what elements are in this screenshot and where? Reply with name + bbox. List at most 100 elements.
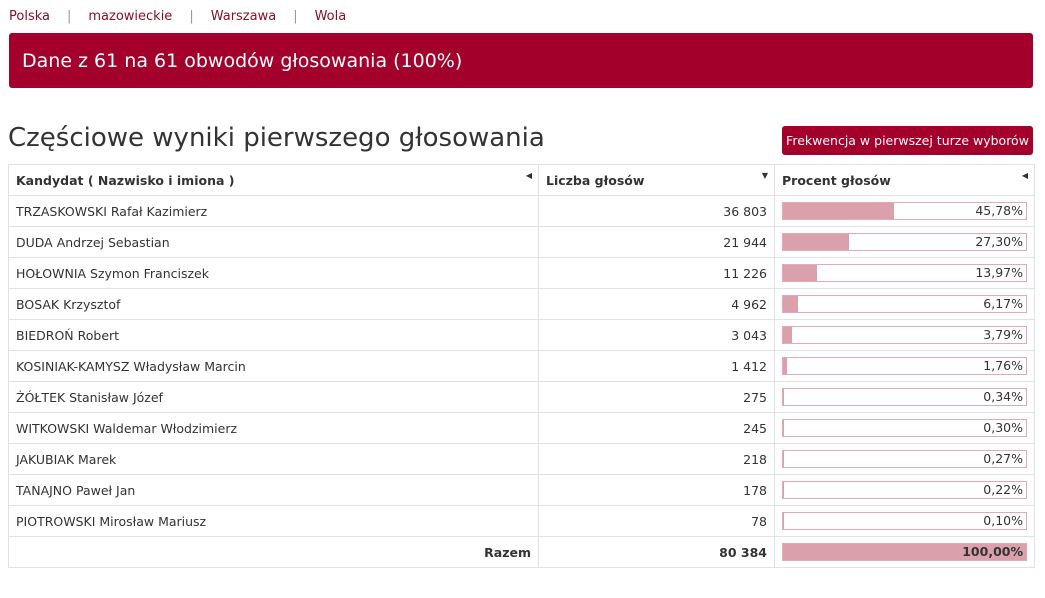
vote-percent: 27,30%: [774, 226, 1035, 258]
percent-bar-fill: [783, 544, 1026, 560]
table-row: TANAJNO Paweł Jan 178 0,22%: [8, 474, 1035, 506]
results-table: Kandydat ( Nazwisko i imiona ) ◀ Liczba …: [8, 164, 1035, 568]
candidate-name: HOŁOWNIA Szymon Franciszek: [8, 257, 539, 289]
percent-bar-fill: [783, 451, 784, 467]
percent-label: 6,17%: [983, 296, 1023, 311]
breadcrumb-separator: |: [189, 9, 194, 24]
breadcrumb: Polska | mazowieckie | Warszawa | Wola: [9, 9, 346, 24]
percent-bar: 27,30%: [782, 233, 1027, 251]
percent-bar: 13,97%: [782, 264, 1027, 282]
candidate-name: PIOTROWSKI Mirosław Mariusz: [8, 505, 539, 537]
percent-bar: 0,34%: [782, 388, 1027, 406]
percent-label: 45,78%: [975, 203, 1023, 218]
candidate-name: TRZASKOWSKI Rafał Kazimierz: [8, 195, 539, 227]
candidate-name: KOSINIAK-KAMYSZ Władysław Marcin: [8, 350, 539, 382]
breadcrumb-item-voivodeship[interactable]: mazowieckie: [88, 9, 173, 24]
table-row: HOŁOWNIA Szymon Franciszek 11 226 13,97%: [8, 257, 1035, 289]
percent-bar: 100,00%: [782, 543, 1027, 561]
table-row: PIOTROWSKI Mirosław Mariusz 78 0,10%: [8, 505, 1035, 537]
vote-percent: 6,17%: [774, 288, 1035, 320]
percent-bar: 0,22%: [782, 481, 1027, 499]
percent-bar: 0,10%: [782, 512, 1027, 530]
vote-count: 78: [538, 505, 775, 537]
vote-percent: 0,34%: [774, 381, 1035, 413]
percent-label: 3,79%: [983, 327, 1023, 342]
vote-count: 218: [538, 443, 775, 475]
vote-percent: 13,97%: [774, 257, 1035, 289]
table-row: JAKUBIAK Marek 218 0,27%: [8, 443, 1035, 475]
table-header-row: Kandydat ( Nazwisko i imiona ) ◀ Liczba …: [8, 164, 1035, 196]
percent-label: 0,10%: [983, 513, 1023, 528]
table-row: KOSINIAK-KAMYSZ Władysław Marcin 1 412 1,7…: [8, 350, 1035, 382]
table-row: DUDA Andrzej Sebastian 21 944 27,30%: [8, 226, 1035, 258]
column-header-percent[interactable]: Procent głosów ◀: [774, 164, 1035, 196]
percent-bar-fill: [783, 420, 784, 436]
vote-count: 36 803: [538, 195, 775, 227]
percent-label: 13,97%: [975, 265, 1023, 280]
vote-count: 1 412: [538, 350, 775, 382]
vote-percent: 0,27%: [774, 443, 1035, 475]
percent-bar: 1,76%: [782, 357, 1027, 375]
vote-count: 245: [538, 412, 775, 444]
table-row: WITKOWSKI Waldemar Włodzimierz 245 0,30%: [8, 412, 1035, 444]
percent-bar-fill: [783, 358, 788, 374]
candidate-name: WITKOWSKI Waldemar Włodzimierz: [8, 412, 539, 444]
candidate-name: TANAJNO Paweł Jan: [8, 474, 539, 506]
total-label: Razem: [8, 536, 539, 568]
percent-bar-fill: [783, 389, 784, 405]
sort-left-icon: ◀: [525, 171, 532, 180]
data-coverage-banner: Dane z 61 na 61 obwodów głosowania (100%…: [9, 33, 1033, 88]
total-row: Razem 80 384 100,00%: [8, 536, 1035, 568]
total-votes: 80 384: [538, 536, 775, 568]
vote-count: 178: [538, 474, 775, 506]
candidate-name: DUDA Andrzej Sebastian: [8, 226, 539, 258]
vote-percent: 0,30%: [774, 412, 1035, 444]
percent-bar: 0,30%: [782, 419, 1027, 437]
column-header-votes[interactable]: Liczba głosów ▼: [538, 164, 775, 196]
percent-bar-fill: [783, 234, 850, 250]
column-header-label: Procent głosów: [782, 172, 891, 188]
percent-label: 0,30%: [983, 420, 1023, 435]
candidate-name: ŻÓŁTEK Stanisław Józef: [8, 381, 539, 413]
percent-bar: 6,17%: [782, 295, 1027, 313]
table-row: TRZASKOWSKI Rafał Kazimierz 36 803 45,78%: [8, 195, 1035, 227]
vote-count: 4 962: [538, 288, 775, 320]
percent-label: 1,76%: [983, 358, 1023, 373]
vote-count: 21 944: [538, 226, 775, 258]
column-header-label: Liczba głosów: [546, 172, 645, 188]
percent-bar-fill: [783, 482, 784, 498]
percent-label: 100,00%: [962, 544, 1023, 559]
sort-left-icon: ◀: [1021, 171, 1028, 180]
percent-bar: 3,79%: [782, 326, 1027, 344]
candidate-name: JAKUBIAK Marek: [8, 443, 539, 475]
breadcrumb-item-city[interactable]: Warszawa: [210, 9, 277, 24]
candidate-name: BIEDROŃ Robert: [8, 319, 539, 351]
breadcrumb-separator: |: [66, 9, 72, 24]
vote-count: 275: [538, 381, 775, 413]
vote-percent: 0,10%: [774, 505, 1035, 537]
table-row: BOSAK Krzysztof 4 962 6,17%: [8, 288, 1035, 320]
percent-bar: 45,78%: [782, 202, 1027, 220]
breadcrumb-item-country[interactable]: Polska: [9, 9, 50, 24]
turnout-button[interactable]: Frekwencja w pierwszej turze wyborów: [782, 126, 1033, 155]
percent-label: 0,27%: [983, 451, 1023, 466]
percent-bar-fill: [783, 296, 798, 312]
vote-percent: 0,22%: [774, 474, 1035, 506]
percent-bar-fill: [783, 327, 793, 343]
table-row: ŻÓŁTEK Stanisław Józef 275 0,34%: [8, 381, 1035, 413]
breadcrumb-separator: |: [293, 9, 298, 24]
breadcrumb-item-district[interactable]: Wola: [314, 9, 347, 24]
sort-down-icon: ▼: [761, 171, 768, 180]
column-header-label: Kandydat ( Nazwisko i imiona ): [16, 172, 235, 188]
data-coverage-text: Dane z 61 na 61 obwodów głosowania (100%…: [22, 49, 463, 72]
column-header-candidate[interactable]: Kandydat ( Nazwisko i imiona ) ◀: [8, 164, 539, 196]
table-row: BIEDROŃ Robert 3 043 3,79%: [8, 319, 1035, 351]
percent-bar-fill: [783, 265, 817, 281]
vote-percent: 1,76%: [774, 350, 1035, 382]
vote-count: 3 043: [538, 319, 775, 351]
percent-label: 27,30%: [975, 234, 1023, 249]
percent-label: 0,34%: [983, 389, 1023, 404]
vote-percent: 45,78%: [774, 195, 1035, 227]
percent-bar-fill: [783, 203, 895, 219]
page-title: Częściowe wyniki pierwszego głosowania: [8, 123, 545, 153]
